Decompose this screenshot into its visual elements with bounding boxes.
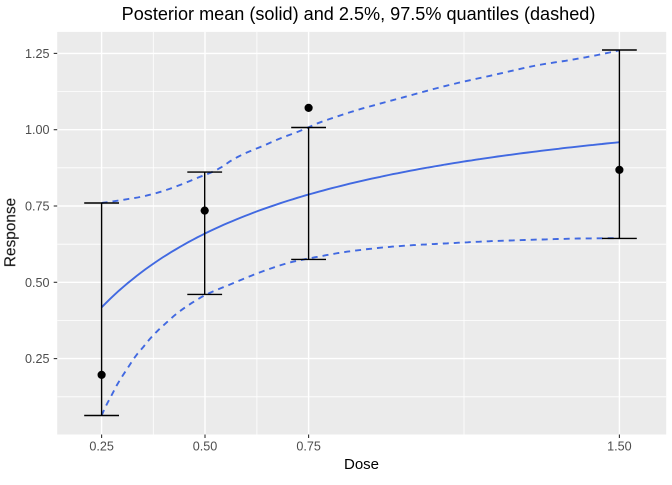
- svg-text:Posterior mean (solid) and 2.5: Posterior mean (solid) and 2.5%, 97.5% q…: [122, 4, 596, 24]
- svg-text:Dose: Dose: [344, 456, 379, 473]
- svg-text:0.50: 0.50: [193, 440, 218, 454]
- svg-text:0.75: 0.75: [296, 440, 321, 454]
- svg-text:1.50: 1.50: [607, 440, 632, 454]
- svg-text:Response: Response: [2, 198, 19, 267]
- svg-text:1.00: 1.00: [25, 123, 50, 137]
- svg-text:0.50: 0.50: [25, 276, 50, 290]
- svg-text:0.25: 0.25: [89, 440, 114, 454]
- svg-text:0.75: 0.75: [25, 200, 50, 214]
- svg-text:1.25: 1.25: [25, 47, 50, 61]
- svg-text:0.25: 0.25: [25, 352, 50, 366]
